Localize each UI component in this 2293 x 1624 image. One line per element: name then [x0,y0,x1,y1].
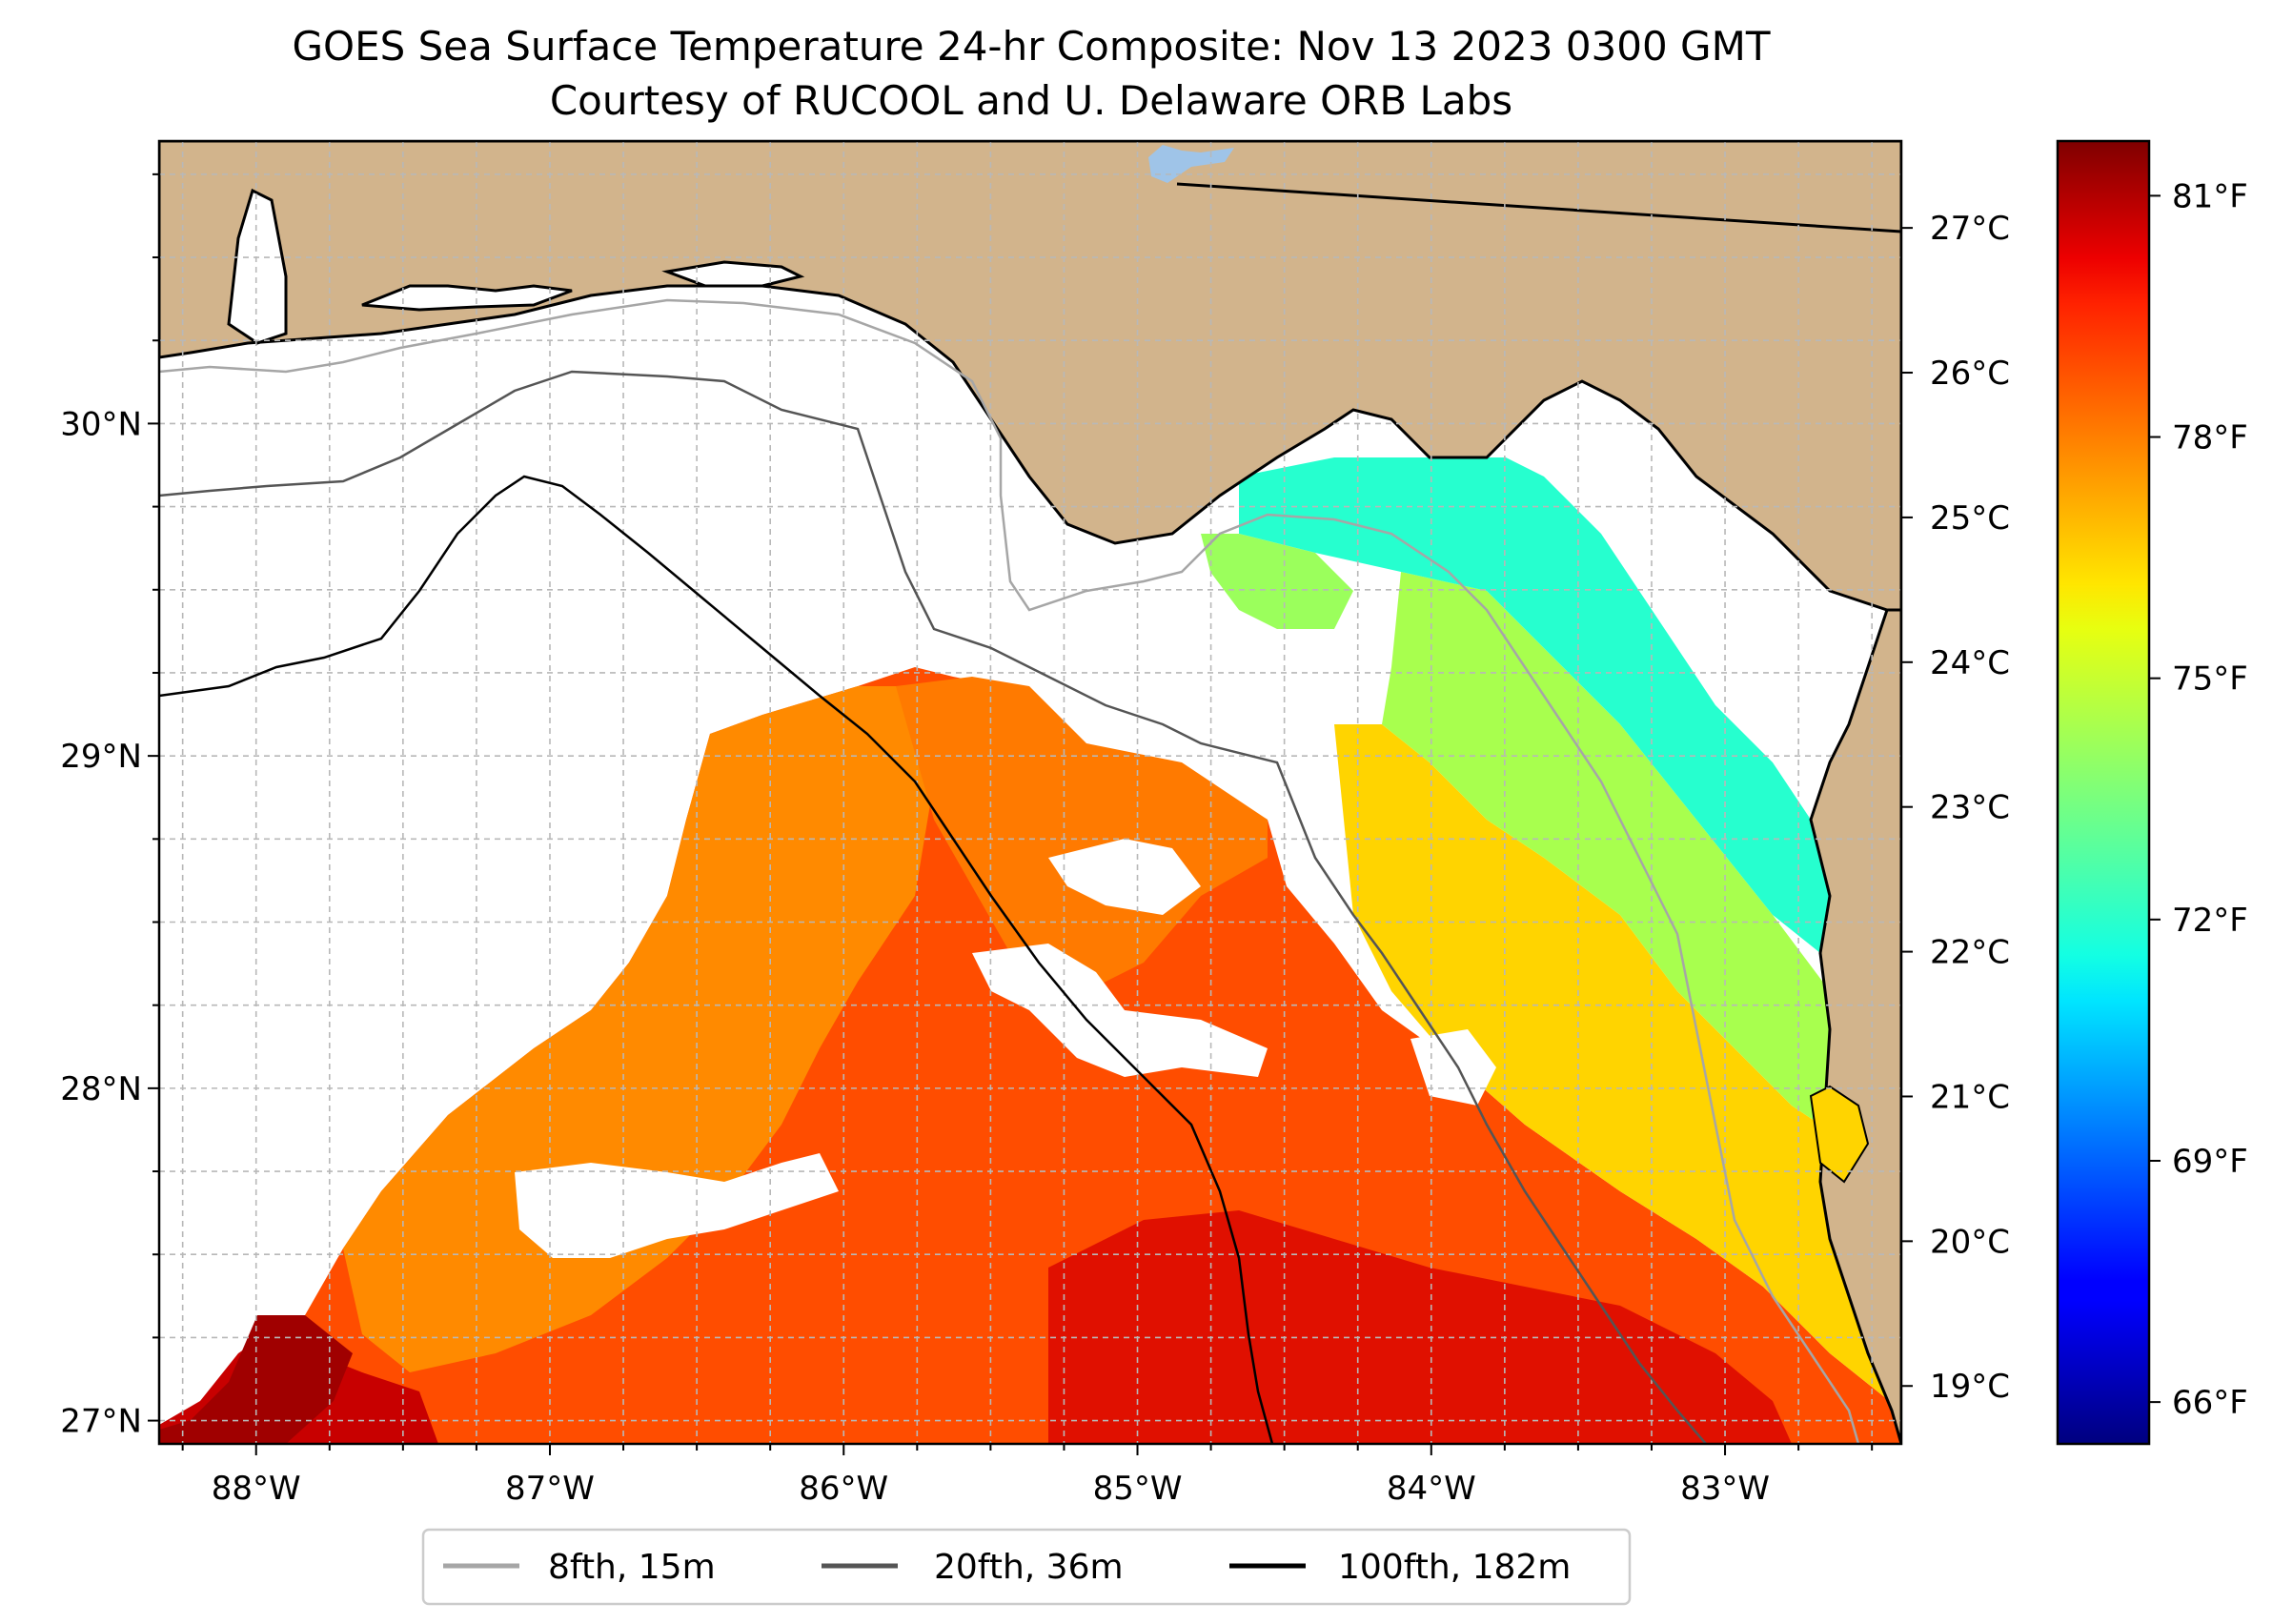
isobath-20fth [159,370,1707,1444]
sst-red-southeast [1048,1210,1792,1444]
bay-mobile [227,188,288,345]
lon-tick-label: 84°W [1387,1470,1476,1508]
lon-tick-label: 86°W [799,1470,888,1508]
legend-item-8fth: 8fth, 15m [443,1548,716,1587]
map-frame [157,139,1903,1446]
lon-axis: 88°W 87°W 86°W 85°W 84°W 83°W [181,1444,1874,1508]
legend-label-20fth: 20fth, 36m [934,1548,1124,1587]
land-north-coast [159,141,1901,612]
lon-tick-label: 87°W [505,1470,595,1508]
celsius-tick-label: 19°C [1930,1368,2010,1406]
celsius-tick-label: 22°C [1930,934,2010,972]
lat-tick-label: 29°N [60,738,142,776]
lake-feature [1148,145,1234,183]
sst-cyan-nearshore [1239,457,1830,953]
isobath-8fth [159,298,1860,1444]
lat-axis: 27°N 28°N 29°N 30°N [60,173,159,1441]
cloud-gap-2 [972,944,1268,1077]
gridlines [159,141,1901,1444]
fahrenheit-tick-label: 81°F [2172,177,2248,215]
bay-tampa [1809,1085,1870,1184]
state-border [1176,182,1901,233]
fahrenheit-tick-label: 72°F [2172,902,2248,940]
lon-tick-label: 85°W [1093,1470,1183,1508]
celsius-tick-label: 25°C [1930,499,2010,538]
cloud-gap-5 [1210,724,1334,810]
cloud-gap-3 [1048,839,1201,915]
celsius-tick-label: 24°C [1930,644,2010,682]
celsius-tick-label: 26°C [1930,355,2010,393]
title-line-2: Courtesy of RUCOOL and U. Delaware ORB L… [550,77,1512,124]
isobath-100fth [159,475,1274,1444]
cloud-gap-1 [515,1153,839,1258]
sst-orange-west [343,686,934,1372]
celsius-tick-label: 20°C [1930,1223,2010,1261]
bay-choctawhatchee [661,260,805,288]
celsius-axis: 19°C 20°C 21°C 22°C 23°C 24°C 25°C 26°C 27°C [1901,210,2010,1406]
sst-green-bigbend [1201,534,1353,629]
sst-green-shelf [1382,572,1901,1144]
legend-label-100fth: 100fth, 182m [1338,1548,1571,1587]
fahrenheit-tick-label: 78°F [2172,419,2248,457]
legend-label-8fth: 8fth, 15m [548,1548,716,1587]
celsius-tick-label: 21°C [1930,1078,2010,1116]
fahrenheit-axis: 66°F 69°F 72°F 75°F 78°F 81°F [2149,177,2248,1422]
celsius-tick-label: 27°C [1930,210,2010,248]
fahrenheit-tick-label: 75°F [2172,660,2248,699]
lon-tick-label: 83°W [1680,1470,1770,1508]
lat-tick-label: 30°N [60,405,142,443]
celsius-tick-label: 23°C [1930,789,2010,827]
fahrenheit-tick-label: 66°F [2172,1384,2248,1422]
legend-item-100fth: 100fth, 182m [1229,1548,1571,1587]
title-line-1: GOES Sea Surface Temperature 24-hr Compo… [292,23,1770,70]
colorbar [2056,139,2151,1446]
sst-yellow-shelf [1334,724,1901,1411]
lat-tick-label: 27°N [60,1403,142,1441]
isobaths [159,298,1860,1444]
map-panel [159,141,1901,1444]
fahrenheit-tick-label: 69°F [2172,1143,2248,1181]
lon-tick-label: 88°W [212,1470,301,1508]
legend: 8fth, 15m 20fth, 36m 100fth, 182m [421,1528,1632,1606]
land-masses [159,141,1901,1444]
bay-pensacola [361,284,573,312]
legend-item-20fth: 20fth, 36m [822,1548,1124,1587]
legend-box [421,1528,1632,1606]
lat-tick-label: 28°N [60,1070,142,1108]
